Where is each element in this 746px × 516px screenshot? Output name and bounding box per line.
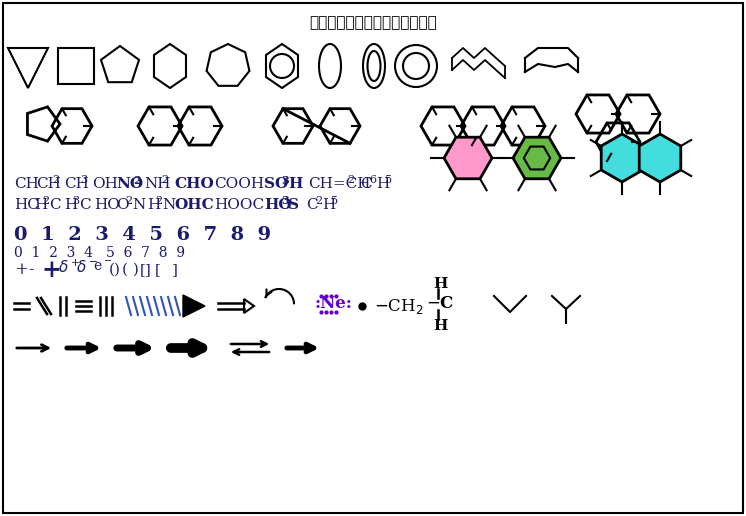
Text: CH: CH <box>14 177 39 191</box>
Text: CH: CH <box>64 177 89 191</box>
Text: 2: 2 <box>161 175 168 185</box>
Text: H: H <box>322 198 335 212</box>
Text: 3: 3 <box>281 174 289 185</box>
Text: 0  1  2  3  4  5  6  7  8  9: 0 1 2 3 4 5 6 7 8 9 <box>14 226 271 244</box>
Text: 2: 2 <box>155 196 162 206</box>
Text: 化学式作成フォームの図形一覧: 化学式作成フォームの図形一覧 <box>309 16 437 30</box>
Text: O: O <box>116 198 128 212</box>
Polygon shape <box>244 299 254 313</box>
Bar <box>58 48 94 84</box>
Text: []: [] <box>140 263 151 277</box>
Text: COOH: COOH <box>214 177 264 191</box>
Text: HO: HO <box>264 198 292 212</box>
Polygon shape <box>639 134 681 182</box>
Text: :Ne:: :Ne: <box>315 296 353 313</box>
Text: N: N <box>162 198 175 212</box>
Polygon shape <box>601 134 643 182</box>
Text: H: H <box>433 277 448 291</box>
Text: 5: 5 <box>385 175 392 185</box>
Text: H: H <box>433 319 448 333</box>
Text: SO: SO <box>264 177 288 191</box>
Text: $\delta^-$: $\delta^-$ <box>76 259 98 275</box>
Text: HOOC: HOOC <box>214 198 264 212</box>
Text: +: + <box>42 258 62 282</box>
Text: S: S <box>288 198 299 212</box>
Text: $-$CH$_2$: $-$CH$_2$ <box>374 297 424 315</box>
Text: 3: 3 <box>72 196 79 206</box>
Text: 2: 2 <box>315 196 322 206</box>
Text: C: C <box>49 198 60 212</box>
Text: H: H <box>376 177 389 191</box>
Text: N: N <box>132 198 145 212</box>
Polygon shape <box>183 295 205 317</box>
Text: 2: 2 <box>347 175 354 185</box>
Text: 3: 3 <box>80 175 87 185</box>
Text: OHC: OHC <box>174 198 214 212</box>
Text: $\delta^+$: $\delta^+$ <box>58 259 81 276</box>
Text: HC: HC <box>14 198 39 212</box>
Text: 6: 6 <box>369 175 376 185</box>
Text: NH: NH <box>144 177 171 191</box>
Text: HO: HO <box>94 198 120 212</box>
Text: H: H <box>64 198 78 212</box>
Text: C: C <box>360 177 372 191</box>
Text: H: H <box>288 177 302 191</box>
Text: 2: 2 <box>125 196 132 206</box>
Text: C: C <box>306 198 318 212</box>
Text: CH: CH <box>36 177 61 191</box>
Text: OH: OH <box>92 177 118 191</box>
Text: NO: NO <box>116 177 143 191</box>
Text: e$^-$: e$^-$ <box>93 260 113 274</box>
Text: 0  1  2  3  4   5  6  7  8  9: 0 1 2 3 4 5 6 7 8 9 <box>14 246 185 260</box>
Text: 2: 2 <box>133 174 141 185</box>
Text: 5: 5 <box>331 196 338 206</box>
Text: +: + <box>14 262 28 279</box>
Text: -: - <box>28 262 34 279</box>
Polygon shape <box>444 137 492 179</box>
Text: ( ): ( ) <box>122 263 139 277</box>
Text: C: C <box>79 198 90 212</box>
Polygon shape <box>513 137 561 179</box>
Text: [: [ <box>155 263 161 277</box>
Text: CH=CH: CH=CH <box>308 177 371 191</box>
Text: ]: ] <box>172 263 178 277</box>
Text: CHO: CHO <box>174 177 214 191</box>
Text: 2: 2 <box>52 175 59 185</box>
Text: H: H <box>34 198 47 212</box>
Text: $-$C: $-$C <box>426 296 454 313</box>
Text: H: H <box>147 198 160 212</box>
Text: (): () <box>109 263 121 277</box>
Text: 2: 2 <box>42 196 49 206</box>
Text: 3: 3 <box>281 196 289 206</box>
